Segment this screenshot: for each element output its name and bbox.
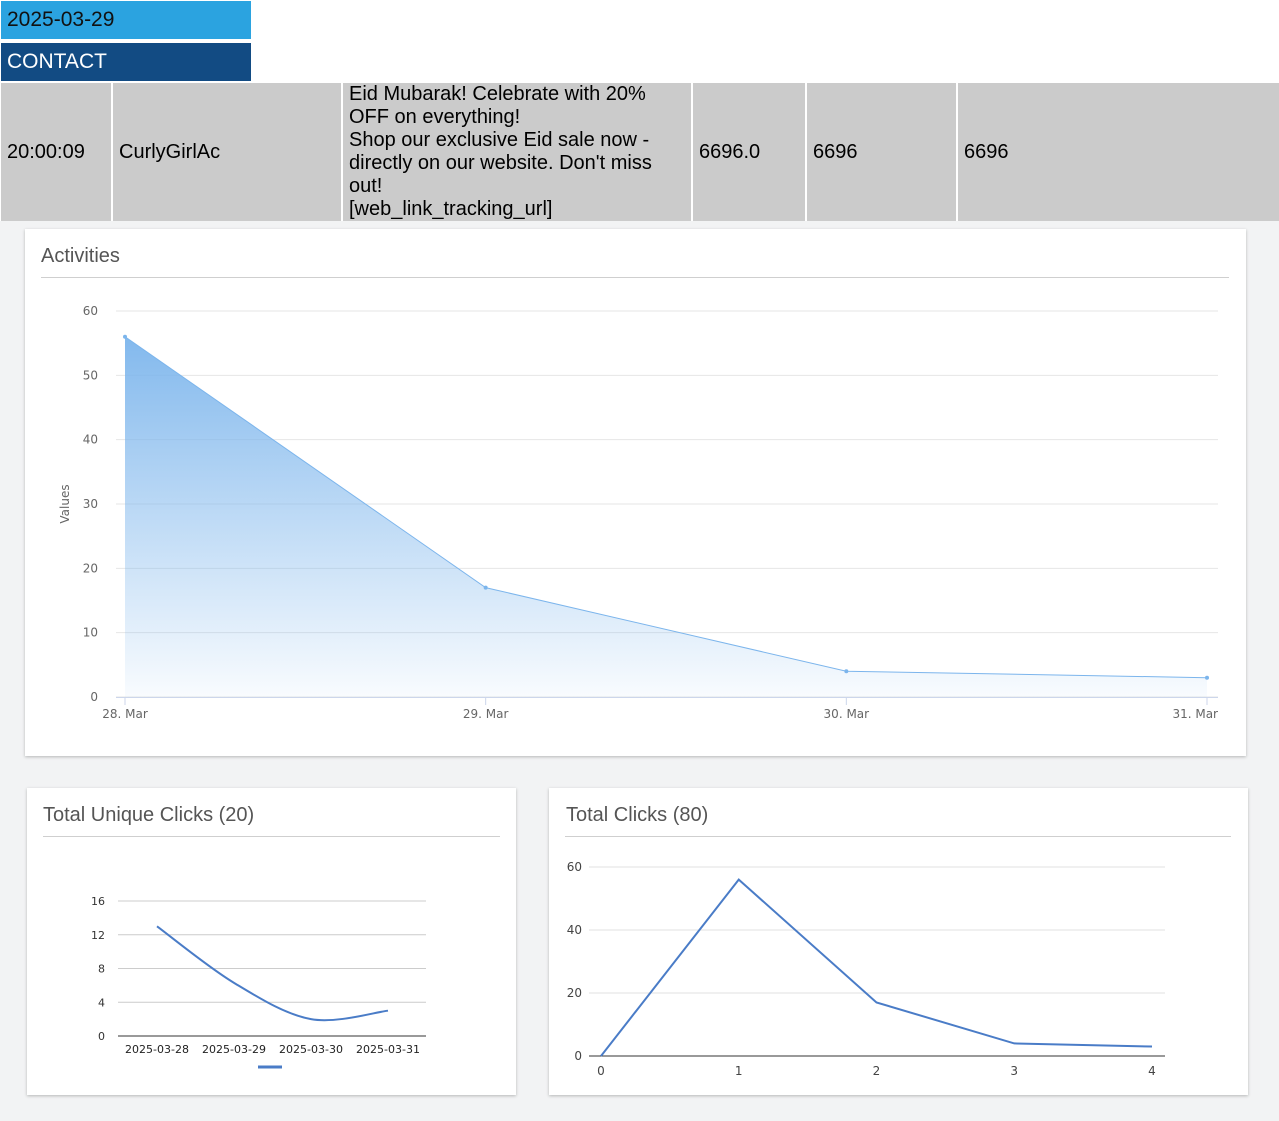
account-cell: CurlyGirlAc [111,83,341,221]
value-b-cell: 6696 [805,83,956,221]
total-clicks-title: Total Clicks (80) [566,804,709,826]
unique-clicks-title: Total Unique Clicks (20) [43,804,255,826]
unique-clicks-card: Total Unique Clicks (20) [27,788,516,1095]
contact-section-label: CONTACT [1,43,251,81]
value-a-cell: 6696.0 [691,83,805,221]
unique-clicks-title-rule [43,836,500,837]
message-cell: Eid Mubarak! Celebrate with 20% OFF on e… [341,83,691,221]
total-clicks-card: Total Clicks (80) [549,788,1248,1095]
value-c-cell: 6696 [956,83,1279,221]
activities-title: Activities [41,245,120,267]
time-cell: 20:00:09 [0,83,111,221]
date-label: 2025-03-29 [1,1,251,39]
activities-title-rule [41,277,1229,278]
total-clicks-title-rule [565,836,1231,837]
message-text: Eid Mubarak! Celebrate with 20% OFF on e… [349,83,652,220]
table-row: 20:00:09 CurlyGirlAc Eid Mubarak! Celebr… [0,83,1279,221]
